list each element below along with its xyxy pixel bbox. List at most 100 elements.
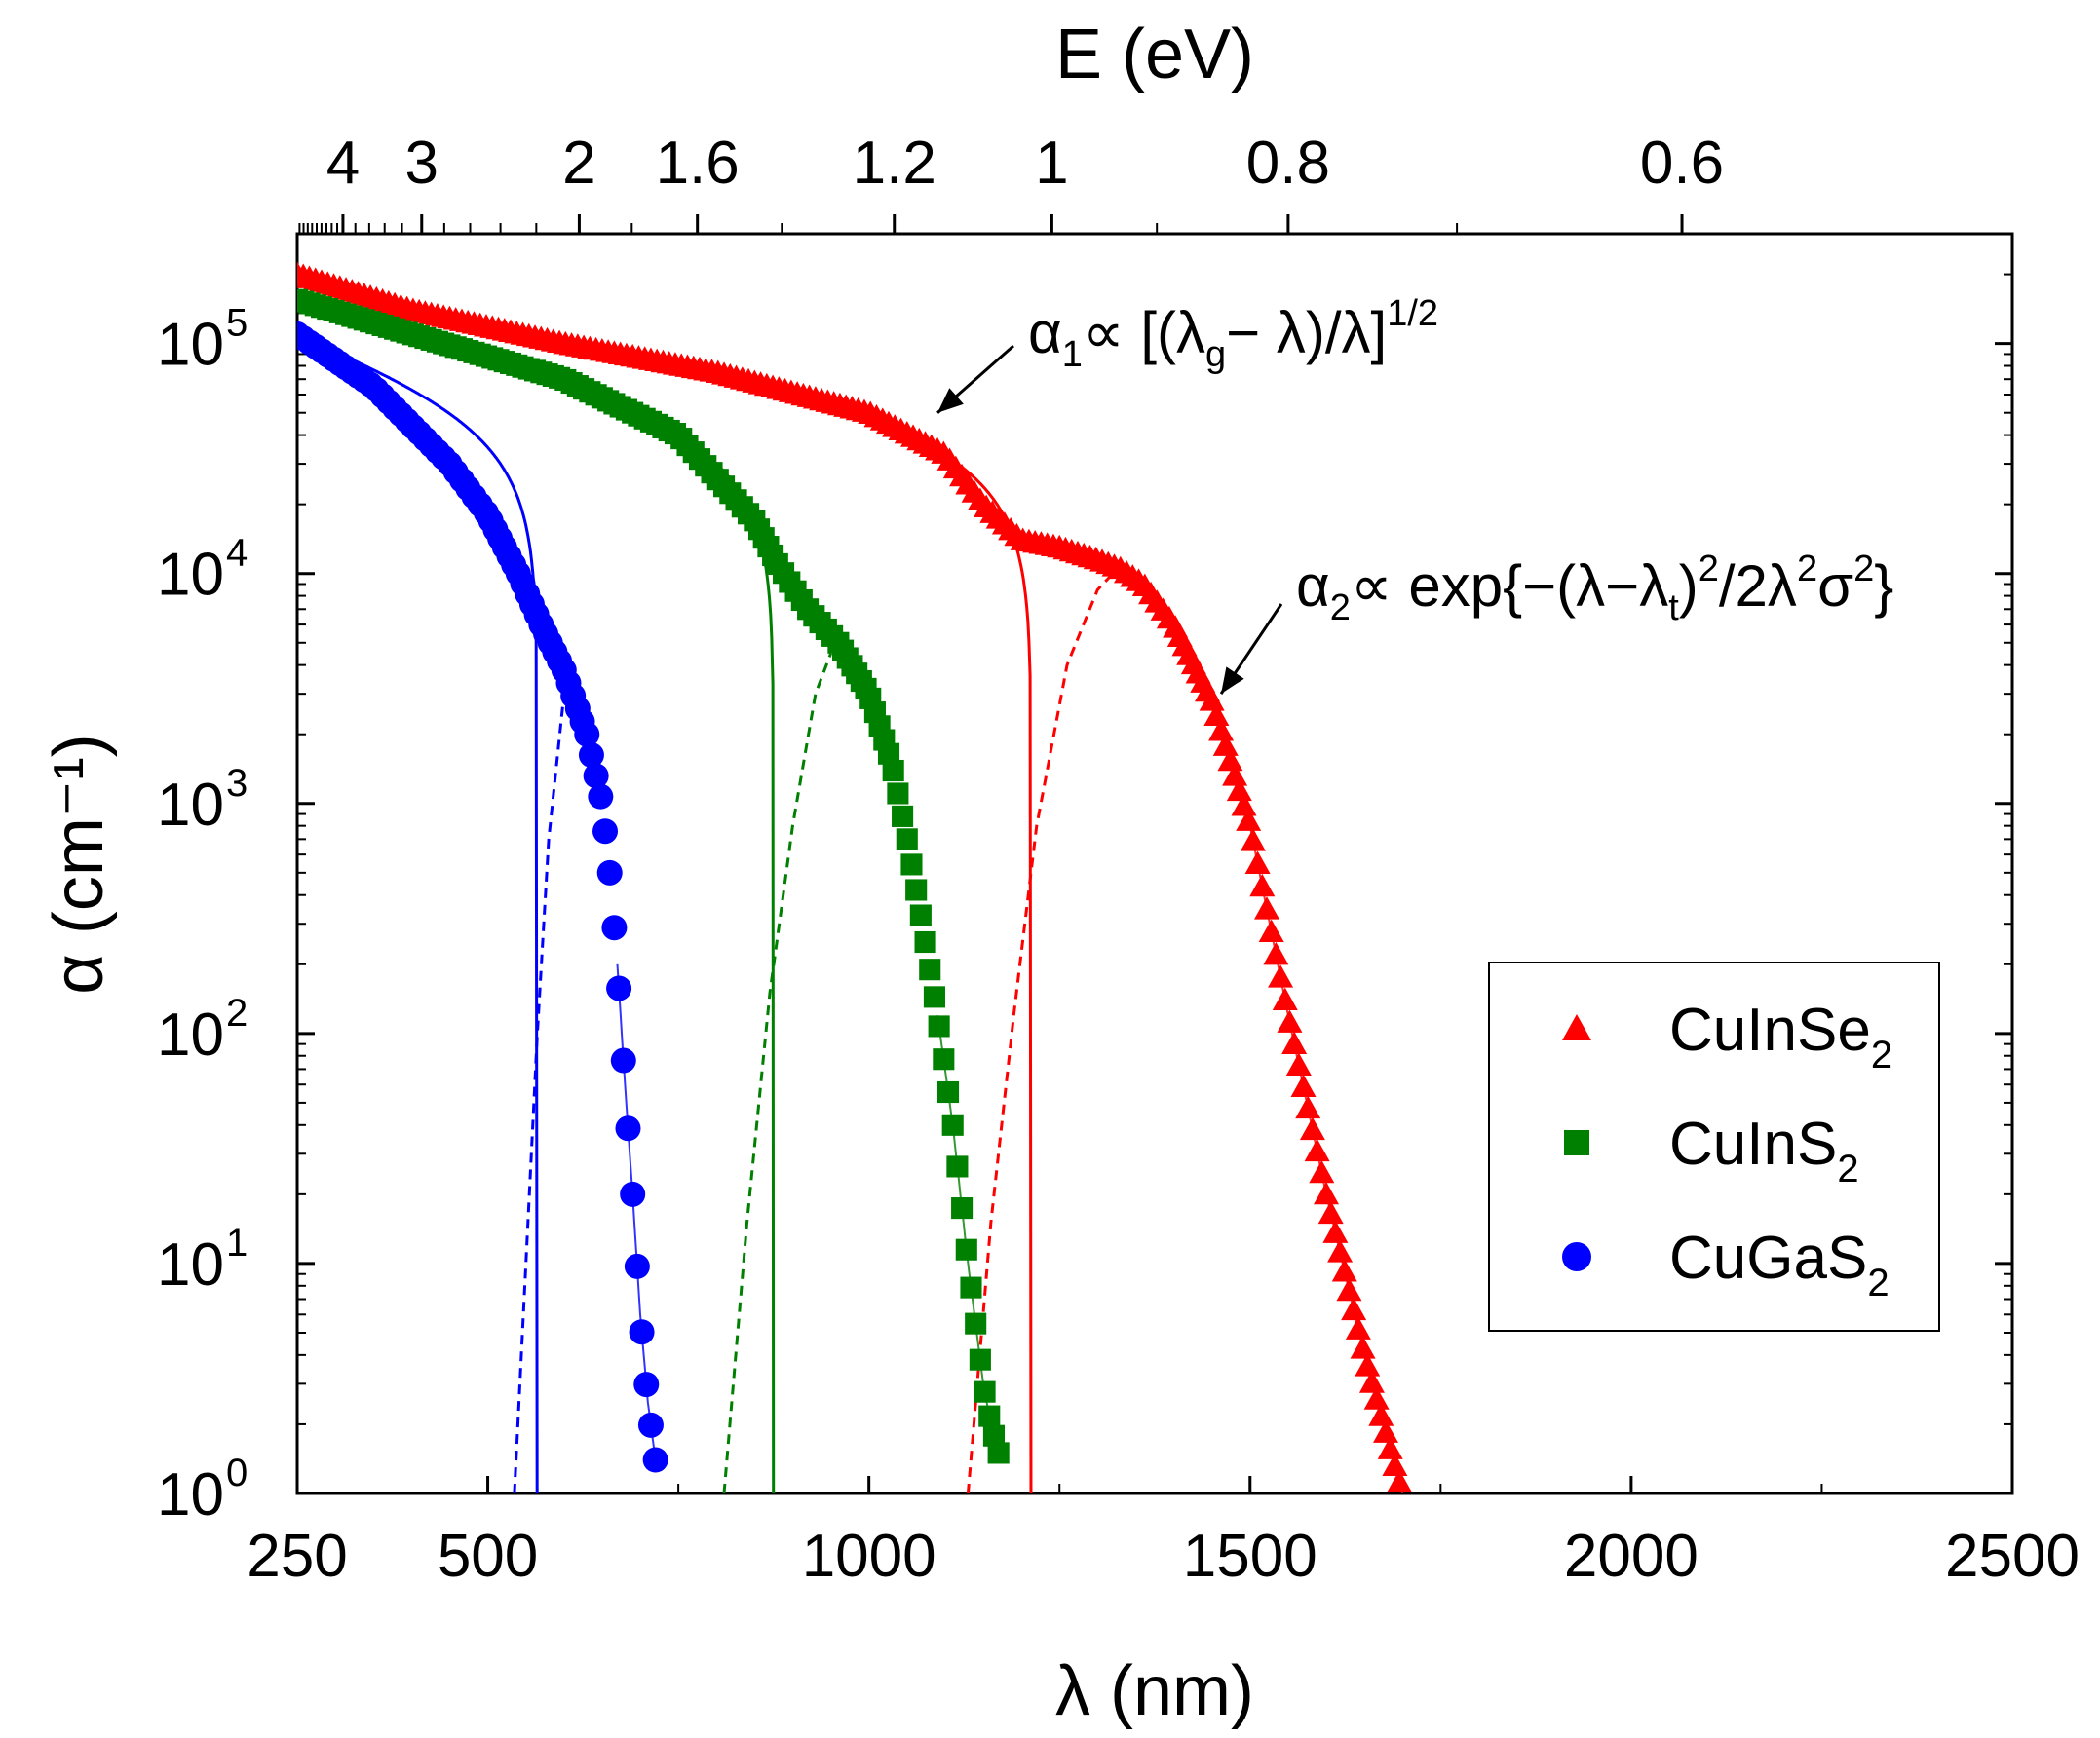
top-tick-label: 3 [405, 130, 439, 197]
marker-CuInS2 [936, 1080, 960, 1104]
marker-CuInSe2 [1208, 718, 1235, 741]
x-tick-label: 500 [438, 1523, 538, 1590]
marker-CuInS2 [905, 879, 928, 901]
annotation-alpha2-part: σ [1817, 553, 1853, 619]
marker-CuInSe2 [1363, 1386, 1390, 1410]
marker-CuInSe2 [1373, 1419, 1399, 1443]
annotation-alpha2-part: } [1874, 553, 1893, 619]
annotation-alpha1-part: 1 [1062, 334, 1083, 375]
marker-CuInS2 [987, 1442, 1010, 1464]
marker-CuInS2 [960, 1276, 982, 1299]
legend-label-CuGaS2: CuGaS2 [1669, 1225, 1890, 1304]
marker-CuInSe2 [1350, 1336, 1376, 1359]
legend-label-base: CuInSe [1669, 997, 1871, 1064]
marker-CuInSe2 [1368, 1403, 1394, 1426]
marker-CuInSe2 [1222, 763, 1248, 786]
marker-CuInSe2 [1263, 941, 1289, 965]
annotation-alpha2-part: ∝ exp{−(λ−λ [1351, 553, 1668, 619]
y-tick-label: 10 [157, 1001, 224, 1069]
annotation-alpha2-part: 2 [1330, 587, 1351, 628]
marker-CuInS2 [892, 805, 914, 827]
marker-CuInSe2 [1314, 1181, 1339, 1205]
marker-CuInS2 [914, 930, 936, 954]
marker-CuInSe2 [1327, 1239, 1354, 1263]
legend-label-base: CuInS [1669, 1111, 1837, 1178]
marker-CuInSe2 [1322, 1220, 1349, 1243]
marker-CuInSe2 [1331, 1259, 1357, 1282]
marker-CuInSe2 [1272, 987, 1298, 1011]
top-tick-label: 2 [562, 130, 595, 197]
marker-CuInSe2 [1212, 733, 1239, 756]
marker-CuGaS2 [583, 763, 609, 789]
marker-CuInSe2 [1244, 850, 1271, 874]
y-axis-title: α (cm⁻¹) [40, 734, 118, 995]
marker-CuGaS2 [629, 1319, 655, 1345]
annotation-alpha2-part: 2 [1853, 548, 1874, 589]
marker-CuInSe2 [1355, 1353, 1381, 1377]
y-tick-exponent: 5 [226, 302, 248, 345]
tail-fit-CuInSe2 [966, 572, 1115, 1493]
marker-CuInSe2 [1345, 1316, 1371, 1340]
marker-CuInSe2 [1258, 919, 1284, 942]
marker-CuInSe2 [1304, 1138, 1330, 1162]
marker-CuInSe2 [1309, 1159, 1335, 1184]
marker-CuGaS2 [637, 1412, 664, 1438]
marker-CuInSe2 [1231, 793, 1257, 816]
marker-CuGaS2 [610, 1047, 636, 1074]
x-tick-label: 2000 [1564, 1523, 1699, 1590]
marker-CuGaS2 [588, 783, 614, 810]
top-tick-label: 1.2 [853, 130, 936, 197]
data-markers [297, 261, 1413, 1493]
marker-CuGaS2 [592, 818, 619, 845]
y-tick-label: 10 [157, 772, 224, 839]
marker-CuGaS2 [606, 975, 632, 1001]
marker-CuInSe2 [1277, 1009, 1303, 1033]
annotation-alpha2-part: 2 [1797, 548, 1817, 589]
annotation-alpha2-part: 2 [1699, 548, 1719, 589]
top-tick-label: 1.6 [656, 130, 740, 197]
marker-CuInSe2 [1249, 873, 1276, 897]
fit-curves [297, 273, 1404, 1493]
marker-CuInSe2 [1203, 702, 1230, 727]
marker-CuGaS2 [633, 1372, 660, 1398]
marker-CuInSe2 [1281, 1031, 1308, 1054]
y-tick-label: 10 [157, 1461, 224, 1529]
marker-CuGaS2 [578, 742, 604, 769]
legend-label-base: CuGaS [1669, 1225, 1867, 1292]
y-tick-exponent: 0 [226, 1452, 248, 1494]
legend-label-CuInS2: CuInS2 [1669, 1111, 1859, 1190]
arrow-alpha2-head [1221, 666, 1244, 695]
marker-CuInS2 [978, 1405, 1001, 1427]
marker-CuInSe2 [1299, 1116, 1325, 1141]
plot-frame [295, 232, 2014, 1495]
y-tick-label: 10 [157, 1231, 224, 1299]
annotation-alpha2: α2∝ exp{−(λ−λt)2/2λ2σ2} [1296, 548, 1893, 628]
y-tick-exponent: 3 [226, 762, 248, 805]
marker-CuInS2 [877, 742, 900, 765]
marker-CuInS2 [896, 828, 918, 850]
legend-label-sub: 2 [1867, 1262, 1889, 1304]
annotation-alpha1-part: ∝ [(λ [1083, 300, 1205, 365]
top-axis-title: E (eV) [1055, 16, 1254, 94]
marker-CuInSe2 [1377, 1436, 1403, 1459]
marker-CuInS2 [982, 1424, 1006, 1447]
annotation-alpha2-part: ) [1679, 553, 1699, 619]
legend-label-CuInSe2: CuInSe2 [1669, 997, 1892, 1077]
marker-CuInS2 [933, 1048, 955, 1071]
top-tick-label: 0.6 [1640, 130, 1724, 197]
legend-marker-CuInS2 [1564, 1130, 1589, 1155]
marker-CuInSe2 [1199, 688, 1225, 711]
marker-CuInS2 [882, 759, 904, 782]
annotation-alpha2-part: t [1668, 587, 1679, 628]
y-tick-exponent: 4 [226, 532, 248, 575]
top-tick-label: 4 [326, 130, 360, 197]
top-tick-label: 0.8 [1246, 130, 1330, 197]
marker-CuGaS2 [642, 1447, 668, 1473]
annotations: α1∝ [(λg− λ)/λ]1/2α2∝ exp{−(λ−λt)2/2λ2σ2… [936, 293, 1893, 695]
legend-label-sub: 2 [1837, 1148, 1858, 1190]
top-tick-label: 1 [1035, 130, 1068, 197]
marker-CuGaS2 [601, 915, 628, 941]
marker-CuInS2 [941, 1114, 964, 1136]
marker-CuInSe2 [1217, 747, 1243, 772]
